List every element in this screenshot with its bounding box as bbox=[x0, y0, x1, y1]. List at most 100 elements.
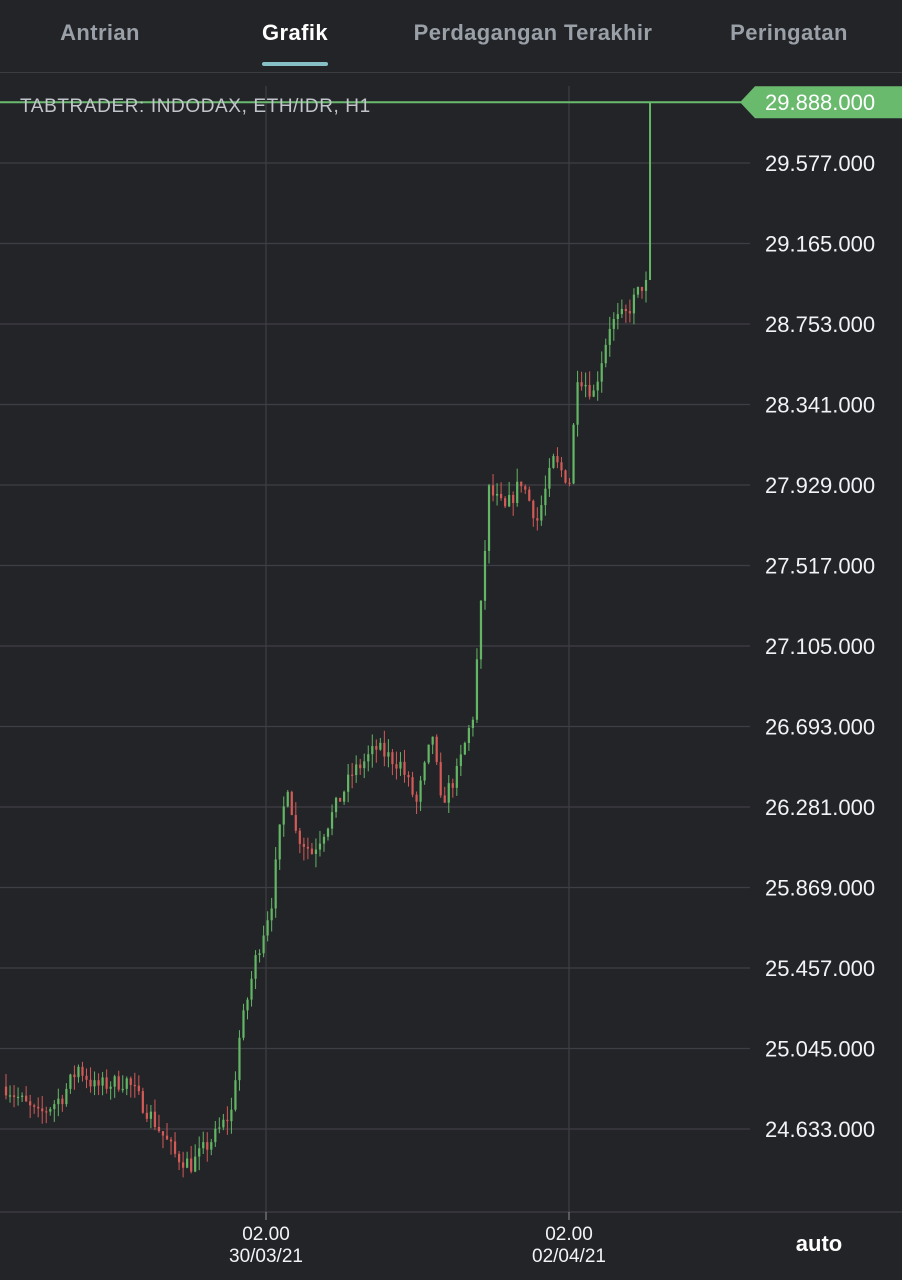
candle-body bbox=[250, 978, 253, 1000]
last-price-layer: 29.888.000 bbox=[0, 86, 902, 119]
candle-body bbox=[290, 791, 293, 816]
candle-body bbox=[431, 736, 434, 745]
candle bbox=[334, 796, 338, 818]
candle bbox=[628, 299, 632, 323]
candle-body bbox=[182, 1162, 185, 1168]
candle-body bbox=[620, 308, 623, 315]
candle-body bbox=[117, 1076, 120, 1090]
candle-body bbox=[218, 1127, 221, 1129]
candle-body bbox=[314, 849, 318, 854]
candle-body bbox=[516, 481, 519, 503]
candle bbox=[258, 949, 261, 963]
candle-body bbox=[298, 830, 301, 844]
tab-perdagangan-terakhir[interactable]: Perdagangan Terakhir bbox=[390, 0, 676, 66]
tab-peringatan-label: Peringatan bbox=[730, 20, 848, 45]
candle-body bbox=[93, 1080, 96, 1087]
candle-body bbox=[415, 794, 418, 802]
candle-body bbox=[548, 467, 551, 489]
price-chart[interactable]: 29.888.000 29.577.000 29.165.000 28.753.00… bbox=[0, 72, 902, 1280]
candle-body bbox=[49, 1109, 52, 1112]
candle bbox=[548, 458, 551, 497]
candle bbox=[29, 1094, 32, 1118]
candle-body bbox=[20, 1095, 24, 1097]
candle bbox=[222, 1113, 225, 1131]
candle bbox=[584, 372, 587, 398]
candle bbox=[516, 468, 519, 507]
candle bbox=[411, 771, 414, 798]
candles-layer bbox=[4, 102, 652, 1178]
candle-body bbox=[310, 848, 314, 854]
candle bbox=[431, 736, 434, 755]
candle bbox=[644, 271, 648, 303]
candle-body bbox=[109, 1086, 112, 1089]
candle bbox=[640, 286, 644, 299]
y-tick-label: 26.281.000 bbox=[765, 795, 875, 820]
candle bbox=[371, 734, 374, 768]
candle bbox=[463, 741, 466, 756]
candle bbox=[169, 1136, 173, 1155]
candle-body bbox=[580, 382, 583, 387]
candle bbox=[351, 762, 354, 789]
candle-body bbox=[65, 1088, 68, 1105]
candle-body bbox=[640, 287, 644, 291]
candle-body bbox=[89, 1079, 92, 1087]
auto-scale-button[interactable]: auto bbox=[795, 1231, 843, 1256]
tab-antrian[interactable]: Antrian bbox=[0, 0, 200, 66]
candle-body bbox=[504, 498, 507, 507]
tab-grafik[interactable]: Grafik bbox=[200, 0, 390, 66]
candle-body bbox=[608, 328, 611, 345]
candle-body bbox=[294, 815, 297, 831]
chart-title: TABTRADER: INDODAX, ETH/IDR, H1 bbox=[20, 96, 371, 117]
candle bbox=[49, 1107, 52, 1116]
candle bbox=[16, 1087, 20, 1106]
candle bbox=[399, 752, 402, 776]
candle-body bbox=[97, 1080, 100, 1086]
candle-body bbox=[636, 287, 640, 295]
candle bbox=[165, 1123, 169, 1140]
candle-body bbox=[359, 764, 362, 769]
candle-body bbox=[105, 1077, 108, 1089]
tab-grafik-label: Grafik bbox=[262, 20, 328, 45]
candle-body bbox=[258, 953, 261, 956]
candle bbox=[37, 1097, 40, 1118]
candle bbox=[415, 791, 418, 815]
candle bbox=[290, 790, 293, 816]
x-tick-date: 30/03/21 bbox=[229, 1246, 303, 1267]
candle-body bbox=[383, 742, 386, 757]
candle-body bbox=[520, 481, 523, 487]
candle-body bbox=[588, 384, 591, 397]
candle-body bbox=[121, 1088, 124, 1091]
candle-body bbox=[628, 311, 632, 314]
candle bbox=[375, 739, 378, 763]
candle bbox=[85, 1068, 88, 1089]
candle bbox=[254, 950, 257, 990]
chart-grid bbox=[0, 86, 902, 1213]
candle-body bbox=[483, 550, 487, 601]
candle-body bbox=[45, 1111, 48, 1113]
tab-peringatan[interactable]: Peringatan bbox=[676, 0, 902, 66]
candle bbox=[246, 997, 249, 1020]
candle bbox=[544, 475, 547, 516]
candle-body bbox=[161, 1131, 165, 1136]
candle bbox=[564, 469, 567, 484]
candle-body bbox=[544, 488, 547, 506]
candle bbox=[133, 1072, 136, 1098]
candle bbox=[190, 1145, 193, 1174]
candle bbox=[282, 796, 285, 837]
candle-body bbox=[85, 1075, 88, 1080]
candle bbox=[65, 1083, 68, 1107]
candle bbox=[218, 1117, 221, 1134]
last-price-tag bbox=[740, 86, 902, 119]
candle bbox=[318, 830, 322, 857]
candle-body bbox=[576, 382, 579, 425]
candle-body bbox=[202, 1142, 205, 1149]
candle bbox=[302, 837, 305, 861]
candle bbox=[556, 447, 559, 469]
candle-body bbox=[604, 344, 607, 364]
candle bbox=[608, 316, 611, 357]
candle-body bbox=[334, 797, 338, 813]
candle-body bbox=[286, 791, 289, 807]
candle-body bbox=[238, 1037, 241, 1081]
candle bbox=[129, 1076, 132, 1098]
candle bbox=[8, 1085, 12, 1103]
